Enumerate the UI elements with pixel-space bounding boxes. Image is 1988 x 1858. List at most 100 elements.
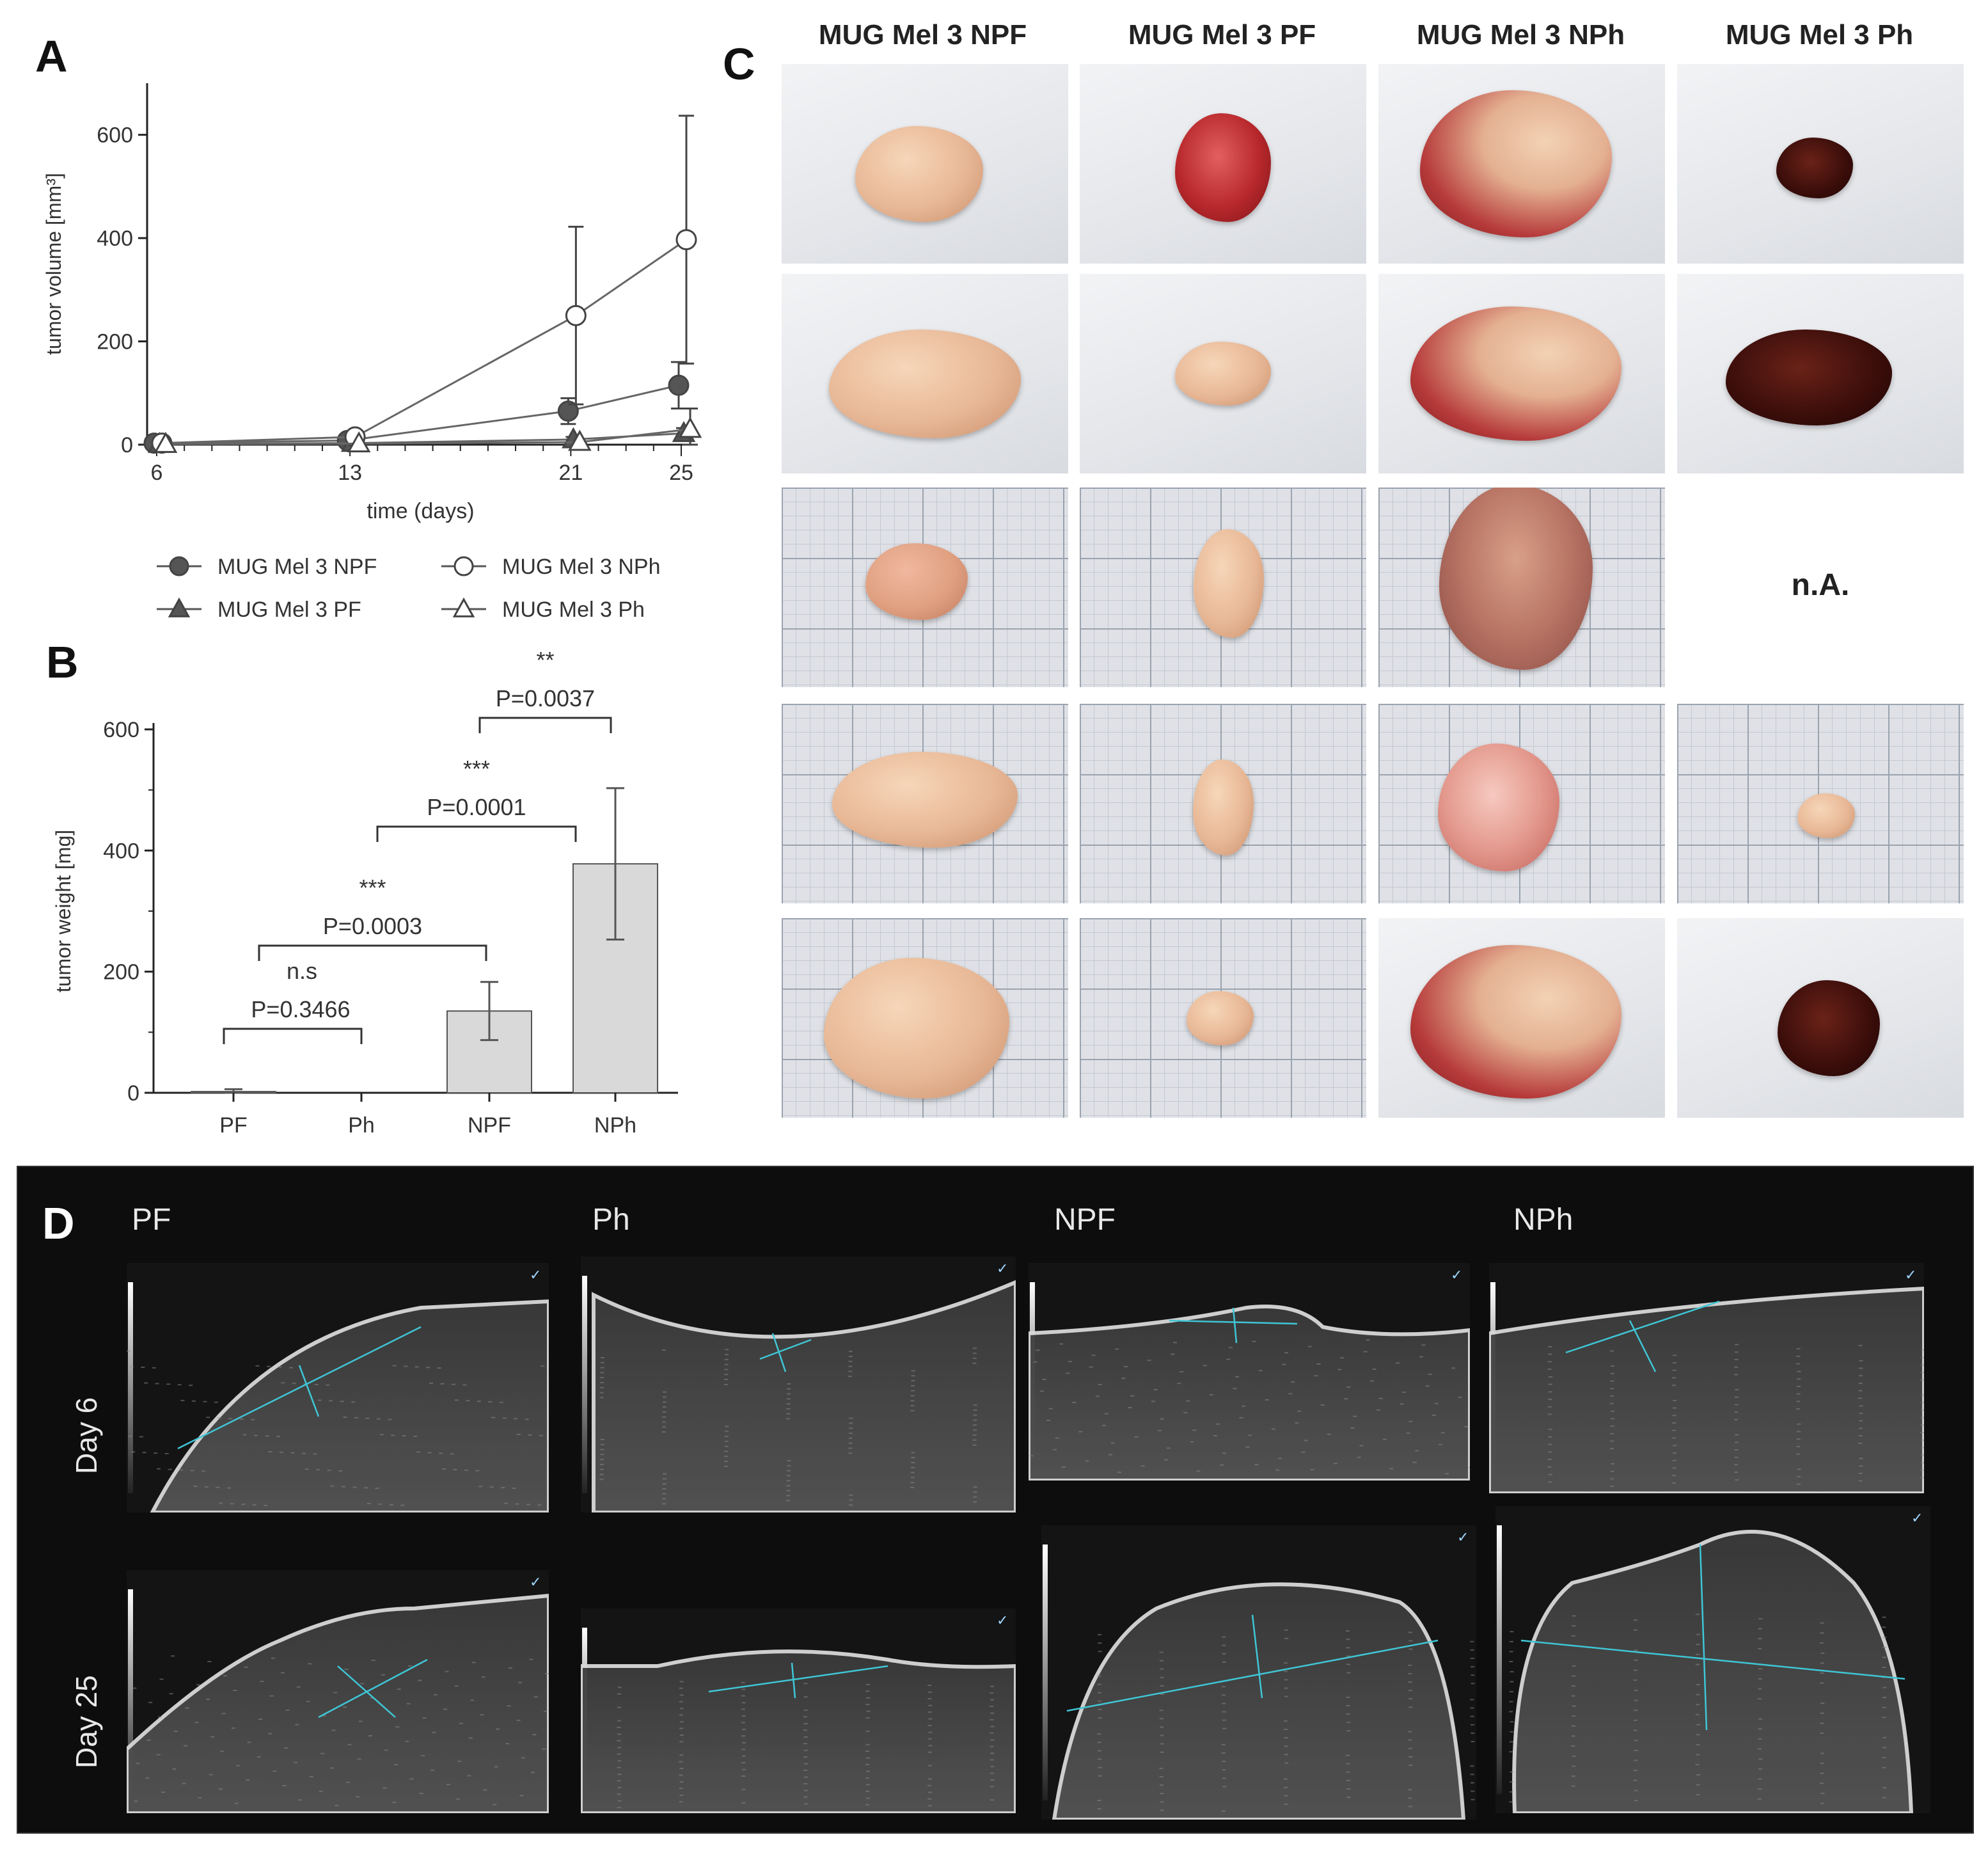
measurement-line bbox=[318, 1658, 428, 1719]
speckle-texture bbox=[1547, 1344, 1924, 1487]
x-tick-label: PF bbox=[219, 1113, 247, 1138]
measurement-line bbox=[177, 1326, 422, 1450]
probe-orientation-icon: ✓ bbox=[997, 1612, 1008, 1628]
significance-bracket bbox=[223, 1028, 363, 1044]
x-axis-label: time (days) bbox=[367, 499, 474, 523]
tumor-photo bbox=[1677, 64, 1964, 264]
y-tick-label: 600 bbox=[97, 123, 133, 148]
tumor-specimen bbox=[1175, 113, 1271, 223]
tumor-photo bbox=[1677, 704, 1964, 903]
data-point bbox=[565, 305, 587, 326]
x-tick-label: Ph bbox=[348, 1113, 375, 1138]
y-tick-label: 400 bbox=[97, 226, 133, 251]
series-mug-mel-3-nph bbox=[151, 115, 697, 454]
panel-c-col-header: MUG Mel 3 PF bbox=[1128, 19, 1316, 51]
data-point bbox=[347, 431, 371, 453]
panel-c-col-header: MUG Mel 3 NPh bbox=[1416, 19, 1625, 51]
data-point bbox=[678, 417, 702, 438]
y-tick-label: 200 bbox=[97, 330, 133, 354]
tumor-photo bbox=[1080, 918, 1366, 1118]
grayscale-bar bbox=[128, 1589, 133, 1794]
panel-a-letter: A bbox=[35, 31, 68, 81]
ultrasound-image: ✓ bbox=[1489, 1263, 1924, 1493]
panel-d-col-header: Ph bbox=[592, 1203, 630, 1237]
tumor-specimen bbox=[865, 543, 968, 620]
tumor-photo-missing: n.A. bbox=[1677, 488, 1964, 687]
tissue-region bbox=[592, 1280, 1016, 1513]
ultrasound-image: ✓ bbox=[1495, 1506, 1930, 1813]
speckle-texture bbox=[599, 1347, 977, 1506]
tissue-region bbox=[1029, 1305, 1470, 1481]
probe-orientation-icon: ✓ bbox=[1905, 1267, 1916, 1283]
p-value-label: P=0.3466 bbox=[251, 996, 350, 1022]
probe-orientation-icon: ✓ bbox=[530, 1574, 541, 1590]
probe-orientation-icon: ✓ bbox=[530, 1267, 541, 1283]
data-point bbox=[454, 556, 474, 576]
tumor-photo bbox=[782, 918, 1068, 1118]
speckle-texture bbox=[1097, 1629, 1475, 1812]
x-tick-label: NPh bbox=[594, 1113, 636, 1138]
tissue-region bbox=[1052, 1582, 1466, 1820]
ultrasound-image: ✓ bbox=[1029, 1263, 1470, 1481]
tumor-photo bbox=[1378, 918, 1665, 1118]
measurement-line bbox=[337, 1665, 396, 1718]
data-point bbox=[452, 597, 475, 617]
measurement-line bbox=[1699, 1544, 1708, 1731]
tumor-specimen bbox=[1439, 488, 1593, 671]
y-axis-label: tumor weight [mg] bbox=[52, 830, 75, 992]
panel-b-bar-chart: 0 200 400 600 tumor weight [mg] PF Ph NPF NPh P=0… bbox=[52, 647, 678, 1138]
tumor-specimen bbox=[1187, 990, 1254, 1045]
series-mug-mel-3-ph bbox=[154, 408, 702, 453]
panel-c-letter: C bbox=[723, 39, 755, 89]
y-tick-label: 200 bbox=[103, 960, 139, 985]
tumor-specimen bbox=[832, 751, 1018, 848]
tumor-specimen bbox=[855, 125, 984, 222]
tumor-specimen bbox=[1776, 137, 1854, 198]
tumor-specimen bbox=[1438, 743, 1560, 872]
measurement-line bbox=[298, 1365, 320, 1417]
tumor-specimen bbox=[823, 957, 1009, 1099]
tumor-photo bbox=[1080, 274, 1366, 473]
ultrasound-image: ✓ bbox=[581, 1257, 1016, 1513]
ultrasound-image: ✓ bbox=[127, 1263, 549, 1513]
tumor-photo bbox=[782, 64, 1068, 264]
measurement-line bbox=[1520, 1639, 1905, 1680]
data-point bbox=[168, 597, 191, 617]
y-axis-label: tumor volume [mm³] bbox=[42, 173, 65, 354]
grayscale-bar bbox=[128, 1282, 133, 1493]
tumor-specimen bbox=[1726, 330, 1893, 426]
tumor-photo bbox=[1677, 918, 1964, 1118]
speckle-texture bbox=[1509, 1614, 1887, 1804]
tumor-specimen bbox=[1175, 342, 1271, 406]
data-point bbox=[668, 374, 690, 396]
panel-b-letter: B bbox=[46, 637, 79, 687]
series-line bbox=[154, 384, 679, 445]
panel-c-col-header: MUG Mel 3 NPF bbox=[818, 19, 1027, 51]
tumor-specimen bbox=[1193, 528, 1264, 638]
speckle-texture bbox=[132, 1655, 549, 1806]
significance-stars: *** bbox=[359, 875, 386, 901]
tumor-specimen bbox=[1410, 945, 1622, 1099]
measurement-line bbox=[759, 1338, 812, 1360]
data-point bbox=[154, 431, 178, 453]
tumor-photo bbox=[1080, 64, 1366, 264]
legend-label: MUG Mel 3 NPF bbox=[217, 555, 377, 579]
significance-bracket bbox=[258, 944, 487, 961]
tumor-photo bbox=[1378, 274, 1665, 473]
significance-stars: *** bbox=[463, 756, 490, 782]
p-value-label: P=0.0037 bbox=[496, 685, 595, 711]
legend: MUG Mel 3 NPF MUG Mel 3 PF MUG Mel 3 NPh MU… bbox=[157, 555, 661, 622]
panel-d-ultrasound-panel: D PF Ph NPF NPh Day 6 Day 25 ✓ ✓ ✓ ✓ ✓ ✓ ✓ ✓ bbox=[17, 1166, 1974, 1834]
tissue-region bbox=[127, 1593, 549, 1813]
tumor-photo bbox=[782, 488, 1068, 687]
tissue-region bbox=[1512, 1530, 1914, 1813]
significance-bracket bbox=[478, 717, 612, 733]
legend-label: MUG Mel 3 NPh bbox=[502, 555, 661, 579]
speckle-texture bbox=[617, 1681, 995, 1809]
series-line bbox=[161, 239, 687, 445]
significance-stars: n.s bbox=[287, 958, 317, 984]
tumor-photo bbox=[1378, 64, 1665, 264]
panel-c-col-header: MUG Mel 3 Ph bbox=[1725, 19, 1914, 51]
p-value-label: P=0.0001 bbox=[427, 794, 526, 820]
p-value-label: P=0.0003 bbox=[323, 913, 422, 939]
